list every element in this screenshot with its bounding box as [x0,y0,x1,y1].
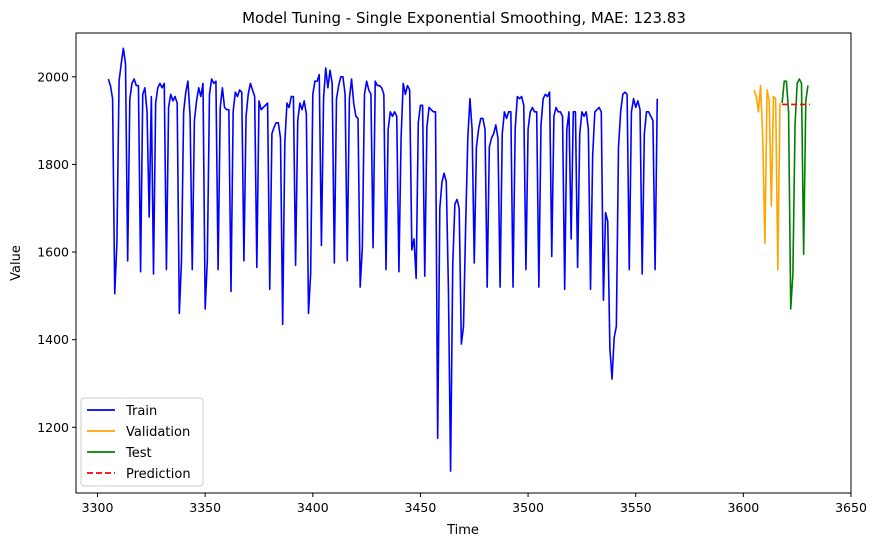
legend-box [80,397,204,487]
x-axis-title: Time [446,523,479,538]
legend-label-test: Test [125,446,152,461]
legend: Train Validation Test Prediction [80,397,204,487]
y-tick-label: 1600 [37,245,69,260]
series-layer [107,47,811,472]
x-tick-label: 3600 [727,500,759,515]
x-tick-label: 3350 [189,500,221,515]
legend-label-prediction: Prediction [126,467,191,482]
x-tick-label: 3500 [512,500,544,515]
x-axis: 3300 3350 3400 3450 3500 3550 3600 3650 [82,493,867,515]
series-line-validation [753,84,781,271]
y-axis: 1200 1400 1600 1800 2000 [37,69,76,435]
series-line-test [781,78,809,310]
series-line-train [107,47,659,472]
chart-title: Model Tuning - Single Exponential Smooth… [242,9,686,27]
x-tick-label: 3400 [297,500,329,515]
legend-label-validation: Validation [126,425,190,440]
legend-label-train: Train [125,404,157,419]
y-tick-label: 2000 [37,69,69,84]
x-tick-label: 3450 [405,500,437,515]
x-tick-label: 3300 [82,500,114,515]
x-tick-label: 3650 [835,500,867,515]
y-tick-label: 1400 [37,332,69,347]
y-tick-label: 1800 [37,157,69,172]
y-axis-title: Value [9,245,24,281]
x-tick-label: 3550 [620,500,652,515]
plot-frame [75,32,852,494]
y-tick-label: 1200 [37,420,69,435]
